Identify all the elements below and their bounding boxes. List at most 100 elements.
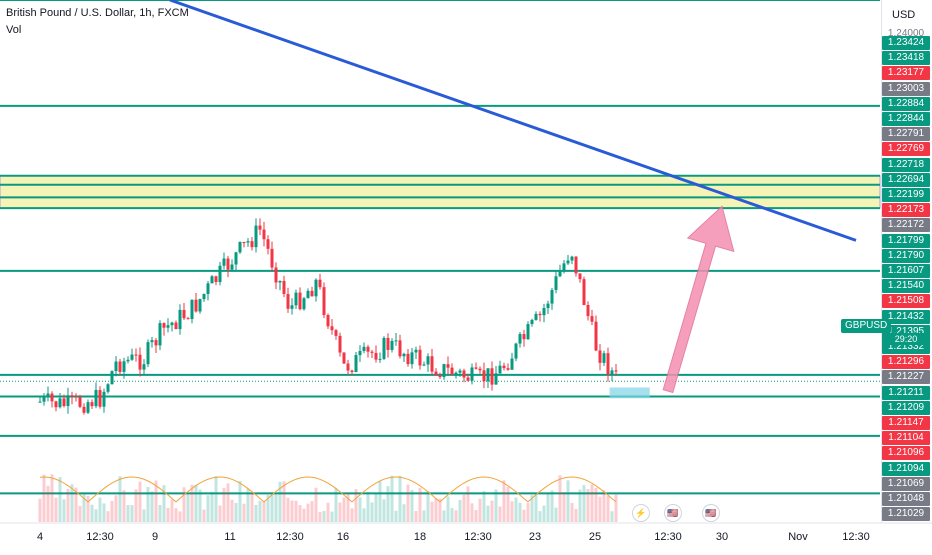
price-axis-label: 1.21607 (882, 264, 930, 278)
candle-body (278, 280, 282, 283)
candle-body (170, 322, 174, 326)
volume-bar (614, 494, 618, 522)
price-axis-label: 1.22694 (882, 172, 930, 187)
candle-body (266, 239, 270, 249)
us-flag-icon[interactable]: 🇺🇸 (664, 504, 682, 522)
candle-body (546, 303, 550, 309)
volume-bar (530, 495, 534, 522)
candle-body (298, 292, 302, 310)
volume-bar (42, 474, 46, 522)
candle-body (454, 372, 458, 375)
volume-bar (270, 492, 274, 522)
candle-body (82, 406, 86, 413)
us-flag-icon[interactable]: 🇺🇸 (702, 504, 720, 522)
price-axis-label: 1.22791 (882, 127, 930, 142)
volume-bar (550, 490, 554, 522)
candle-body (314, 279, 318, 297)
candle-body (242, 241, 246, 243)
candle-body (38, 401, 42, 403)
candle-body (458, 370, 462, 373)
candle-body (414, 349, 418, 353)
volume-bar (98, 497, 102, 522)
candle-body (62, 398, 66, 407)
volume-bar (402, 504, 406, 522)
symbol-badge: GBPUSD (841, 319, 892, 333)
candle-body (574, 256, 578, 274)
volume-bar (498, 506, 502, 522)
price-axis-label: 1.21096 (882, 446, 930, 461)
candle-body (614, 370, 618, 372)
candle-body (354, 355, 358, 373)
currency-label[interactable]: USD (892, 9, 916, 21)
candle-body (234, 252, 238, 265)
candle-body (130, 354, 134, 360)
price-axis-separator (881, 0, 882, 523)
time-axis-label: 12:30 (86, 531, 114, 543)
price-axis-label: 1.21540 (882, 279, 930, 294)
volume-bar (122, 490, 126, 522)
candle-body (214, 276, 218, 283)
price-axis-label: 1.21508 (882, 294, 930, 309)
candle-body (518, 334, 522, 344)
candle-body (550, 289, 554, 304)
time-axis-label: 12:30 (842, 531, 870, 543)
price-axis-label: 1.21209 (882, 400, 930, 415)
candle-body (374, 352, 378, 360)
volume-bar (322, 510, 326, 522)
candle-body (474, 367, 478, 369)
candle-body (222, 258, 226, 266)
candle-body (54, 401, 58, 408)
candle-body (306, 290, 310, 299)
volume-bar (38, 498, 42, 522)
projection-arrow (662, 205, 735, 394)
candle-body (334, 330, 338, 336)
volume-bar (114, 495, 118, 522)
volume-bar (306, 503, 310, 522)
volume-bar (426, 491, 430, 522)
candle-body (310, 290, 314, 297)
volume-bar (238, 481, 242, 522)
volume-bar (462, 494, 466, 522)
candle-body (98, 389, 102, 407)
volume-bar (562, 491, 566, 522)
volume-bar (286, 497, 290, 522)
volume-bar (218, 505, 222, 522)
candle-body (322, 287, 326, 315)
candle-body (90, 402, 94, 407)
price-axis-label: 1.23003 (882, 81, 930, 96)
volume-bar (466, 486, 470, 522)
volume-bar (574, 509, 578, 522)
candle-body (430, 356, 434, 372)
volume-ma-line (39, 476, 617, 503)
volume-bar (130, 505, 134, 522)
economic-event-icon[interactable]: ⚡ (632, 504, 650, 522)
candle-body (422, 364, 426, 366)
candle-body (538, 313, 542, 316)
candle-body (66, 395, 70, 407)
volume-bar (110, 500, 114, 522)
price-axis-label: 1.21790 (882, 248, 930, 263)
volume-bar (102, 503, 106, 522)
candle-body (410, 352, 414, 365)
candle-body (598, 350, 602, 363)
volume-bar (358, 497, 362, 522)
candle-body (350, 370, 354, 373)
volume-bar (350, 508, 354, 522)
volume-bar (374, 494, 378, 522)
volume-bar (490, 500, 494, 522)
candle-body (390, 340, 394, 350)
price-axis-label: 1.23418 (882, 51, 930, 66)
volume-bar (326, 502, 330, 522)
price-axis-label: 1.21069 (882, 476, 930, 491)
volume-bar (454, 510, 458, 522)
candle-body (522, 334, 526, 340)
price-axis-label: 1.21048 (882, 492, 930, 506)
volume-bar (234, 502, 238, 522)
price-axis-label: 1.21094 (882, 461, 930, 476)
volume-bar (90, 504, 94, 522)
volume-bar (486, 505, 490, 522)
volume-bar (346, 492, 350, 522)
volume-bar (390, 475, 394, 522)
